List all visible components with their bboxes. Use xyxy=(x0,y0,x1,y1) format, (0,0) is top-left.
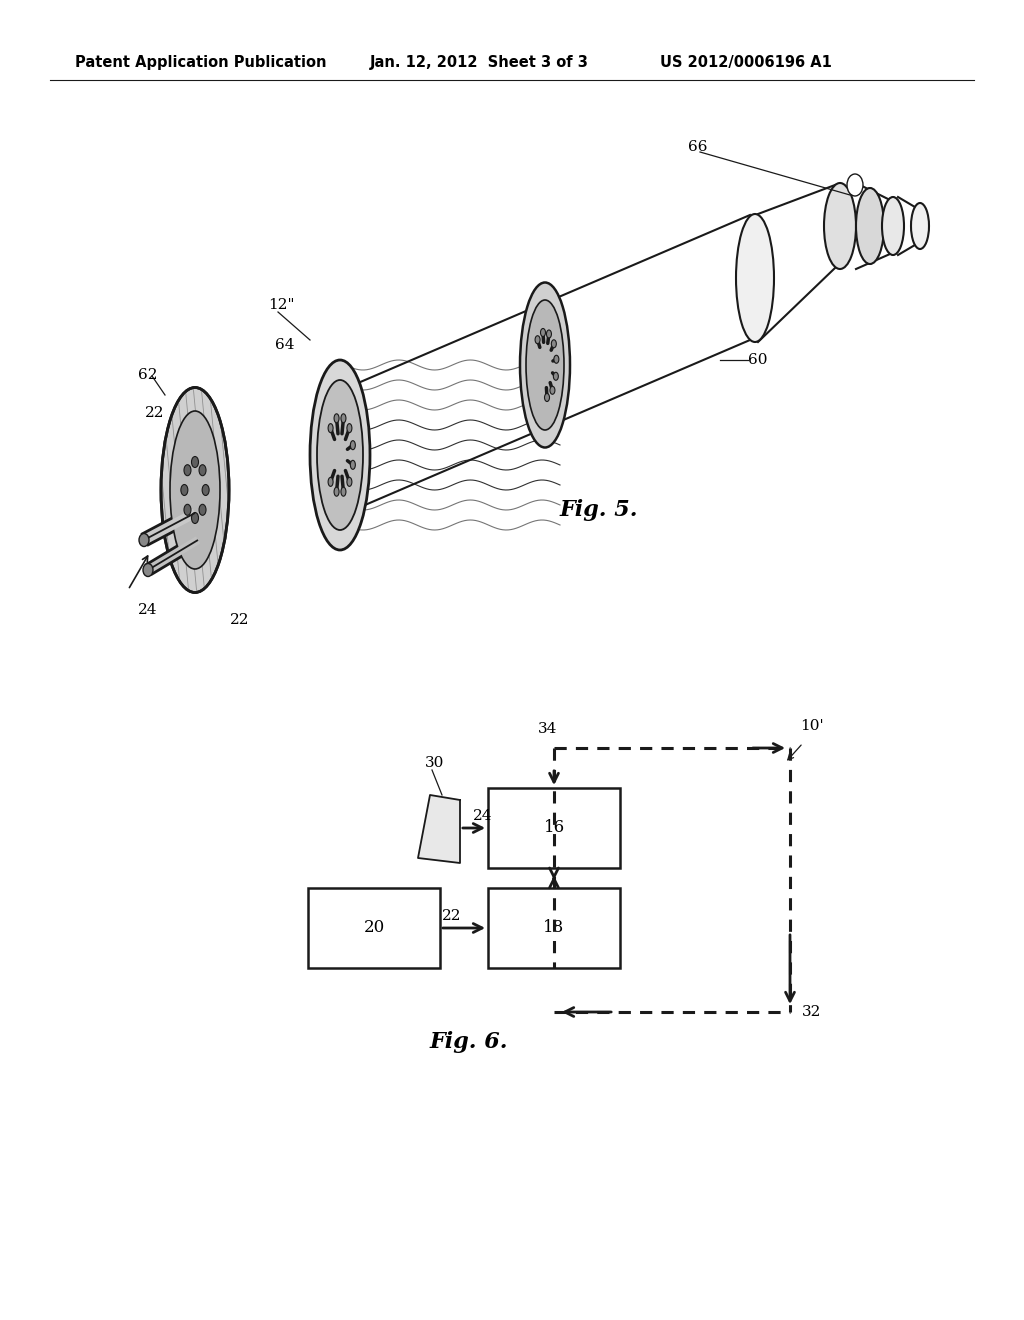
Text: Jan. 12, 2012  Sheet 3 of 3: Jan. 12, 2012 Sheet 3 of 3 xyxy=(370,54,589,70)
Ellipse shape xyxy=(347,424,352,433)
Ellipse shape xyxy=(341,413,346,422)
Ellipse shape xyxy=(536,335,540,343)
Text: Fig. 5.: Fig. 5. xyxy=(560,499,639,521)
Ellipse shape xyxy=(554,355,559,363)
Text: 24: 24 xyxy=(138,603,158,616)
Ellipse shape xyxy=(310,360,370,550)
Ellipse shape xyxy=(334,413,339,422)
Ellipse shape xyxy=(547,330,552,338)
Ellipse shape xyxy=(882,197,904,255)
Text: 32: 32 xyxy=(802,1005,821,1019)
Ellipse shape xyxy=(551,339,556,347)
Polygon shape xyxy=(418,795,460,863)
Text: 22: 22 xyxy=(441,909,461,923)
Text: 16: 16 xyxy=(544,820,564,837)
Text: 20: 20 xyxy=(364,920,385,936)
Ellipse shape xyxy=(139,533,150,546)
Ellipse shape xyxy=(541,329,546,337)
Text: 66: 66 xyxy=(688,140,708,154)
Ellipse shape xyxy=(334,487,339,496)
Text: 30: 30 xyxy=(425,756,444,770)
Ellipse shape xyxy=(824,183,856,269)
Bar xyxy=(488,788,620,869)
Ellipse shape xyxy=(170,411,220,569)
Ellipse shape xyxy=(553,372,558,380)
Text: 34: 34 xyxy=(539,722,558,737)
Bar xyxy=(308,888,440,968)
Ellipse shape xyxy=(184,504,191,515)
Bar xyxy=(488,888,620,968)
Ellipse shape xyxy=(328,424,333,433)
Ellipse shape xyxy=(736,214,774,342)
Text: 12": 12" xyxy=(268,298,295,312)
Ellipse shape xyxy=(550,387,555,395)
Ellipse shape xyxy=(143,564,153,577)
Ellipse shape xyxy=(347,478,352,486)
Text: Fig. 6.: Fig. 6. xyxy=(430,1031,509,1053)
Ellipse shape xyxy=(328,478,333,486)
Ellipse shape xyxy=(526,300,564,430)
Ellipse shape xyxy=(191,512,199,524)
Ellipse shape xyxy=(520,282,570,447)
Text: 22: 22 xyxy=(230,612,250,627)
Ellipse shape xyxy=(545,393,550,401)
Text: 22: 22 xyxy=(145,407,165,420)
Text: US 2012/0006196 A1: US 2012/0006196 A1 xyxy=(660,54,831,70)
Ellipse shape xyxy=(202,484,209,495)
Ellipse shape xyxy=(199,504,206,515)
Ellipse shape xyxy=(317,380,362,531)
Ellipse shape xyxy=(856,187,884,264)
Text: 60: 60 xyxy=(748,352,768,367)
Ellipse shape xyxy=(184,465,191,475)
Ellipse shape xyxy=(847,174,863,195)
Ellipse shape xyxy=(181,484,187,495)
Text: 62: 62 xyxy=(138,368,158,381)
Ellipse shape xyxy=(191,457,199,467)
Text: 64: 64 xyxy=(275,338,295,352)
Text: 24: 24 xyxy=(473,809,493,822)
Text: 18: 18 xyxy=(544,920,564,936)
Text: 10': 10' xyxy=(800,719,823,733)
Ellipse shape xyxy=(199,465,206,475)
Ellipse shape xyxy=(911,203,929,249)
Ellipse shape xyxy=(350,441,355,450)
Ellipse shape xyxy=(350,461,355,470)
Ellipse shape xyxy=(161,388,229,593)
Text: Patent Application Publication: Patent Application Publication xyxy=(75,54,327,70)
Ellipse shape xyxy=(341,487,346,496)
